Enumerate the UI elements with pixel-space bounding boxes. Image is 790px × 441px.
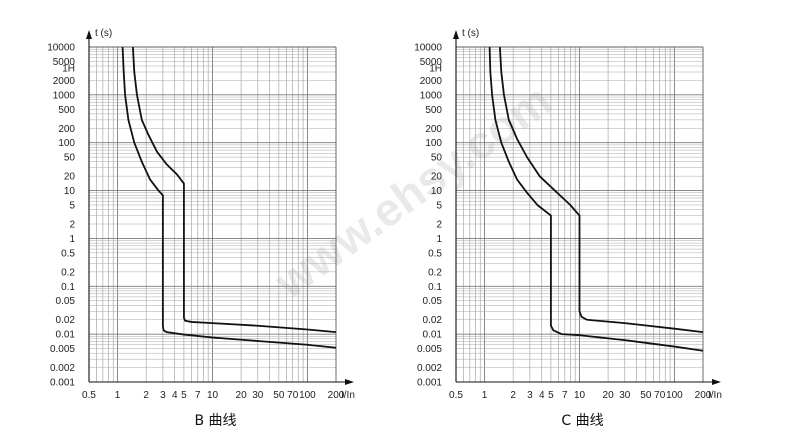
y-tick-label: 0.002 [50,363,75,374]
y-tick-label: 500 [425,105,442,116]
y-tick-label: 2 [436,220,442,231]
y-tick-label: 2000 [53,76,76,87]
x-axis-arrow-icon [345,379,354,385]
y-tick-label: 5 [436,200,442,211]
x-tick-label: 30 [619,390,631,401]
y-tick-label: 200 [425,124,442,135]
x-tick-label: 20 [603,390,615,401]
y-tick-label: 5 [69,200,75,211]
x-tick-label: 0.5 [82,390,96,401]
chart-b-curve: t (s) I/In 0.001 0.002 0.005 0.01 0.02 0.05 0.1 0… [47,28,355,429]
x-grid [455,47,704,382]
x-tick-label: 70 [287,390,299,401]
y-tick-label: 10000 [47,43,75,54]
y-tick-label: 0.05 [423,296,443,307]
x-tick-label: 7 [562,390,568,401]
x-tick-label: 5 [181,390,187,401]
y-tick-label: 0.1 [61,282,75,293]
y-tick-label: 1 [436,234,442,245]
y-tick-label: 50 [431,153,443,164]
x-tick-label: 20 [236,390,248,401]
y-tick-label: 0.001 [417,378,442,389]
x-tick-label: 10 [574,390,586,401]
y-tick-label: 1000 [420,90,443,101]
y-tick-label: 0.001 [50,378,75,389]
y-tick-label: 0.02 [423,315,443,326]
y-tick-label: 0.2 [61,267,75,278]
trip-curve-line-2 [131,46,337,334]
y-tick-label: 1000 [53,90,76,101]
y-tick-label: 5000 [420,57,443,68]
x-tick-label: 5 [548,390,554,401]
y-axis-arrow-icon [86,30,92,39]
y-tick-label: 10 [64,186,76,197]
y-tick-label: 0.002 [417,363,442,374]
trip-curve-line-1 [121,46,337,349]
y-tick-label: 20 [64,172,76,183]
y-tick-label: 0.02 [56,315,76,326]
y-tick-label: 0.01 [56,330,76,341]
y-tick-label: 0.2 [428,267,442,278]
y-axis-title: t (s) [462,28,479,39]
x-tick-label: 2 [143,390,149,401]
y-tick-label: 500 [58,105,75,116]
x-tick-label: 7 [195,390,201,401]
y-tick-label: 5000 [53,57,76,68]
x-axis-title: I/In [708,390,722,401]
y-tick-label: 0.1 [428,282,442,293]
y-tick-label: 100 [425,138,442,149]
x-tick-label: 1 [115,390,121,401]
x-axis-title: I/In [341,390,355,401]
trip-curve-line-2 [498,46,704,334]
y-grid [89,46,336,383]
x-tick-label: 4 [172,390,178,401]
y-tick-label: 10000 [414,43,442,54]
y-tick-label: 50 [64,153,76,164]
x-tick-label: 100 [666,390,683,401]
y-tick-label: 1H [429,64,442,75]
y-tick-label: 1H [62,64,75,75]
y-axis-title: t (s) [95,28,112,39]
y-tick-label: 2 [69,220,75,231]
x-tick-label: 200 [695,390,712,401]
y-tick-label: 0.05 [56,296,76,307]
x-tick-label: 0.5 [449,390,463,401]
y-axis-arrow-icon [453,30,459,39]
y-tick-label: 10 [431,186,443,197]
y-tick-label: 100 [58,138,75,149]
trip-curve-line-1 [488,46,704,352]
y-tick-label: 0.5 [428,248,442,259]
x-tick-label: 70 [654,390,666,401]
x-tick-label: 50 [640,390,652,401]
x-tick-label: 2 [510,390,516,401]
x-tick-label: 3 [160,390,166,401]
x-tick-label: 3 [527,390,533,401]
x-tick-label: 50 [273,390,285,401]
chart-c-curve: t (s) I/In 0.001 0.002 0.005 0.01 0.02 0.05 0.1 0… [414,28,722,429]
y-tick-label: 20 [431,172,443,183]
y-tick-label: 1 [69,234,75,245]
x-tick-label: 100 [299,390,316,401]
chart-caption: B 曲线 [194,413,236,429]
x-tick-label: 4 [539,390,545,401]
y-tick-label: 200 [58,124,75,135]
x-axis-arrow-icon [712,379,721,385]
chart-caption: C 曲线 [561,413,603,429]
x-tick-label: 1 [482,390,488,401]
y-tick-label: 0.01 [423,330,443,341]
y-tick-label: 0.5 [61,248,75,259]
y-tick-label: 2000 [420,76,443,87]
x-tick-label: 10 [207,390,219,401]
x-tick-label: 30 [252,390,264,401]
y-tick-label: 0.005 [417,344,442,355]
y-tick-label: 0.005 [50,344,75,355]
watermark-text: www.ehsy.com [265,74,561,309]
x-tick-label: 200 [328,390,345,401]
